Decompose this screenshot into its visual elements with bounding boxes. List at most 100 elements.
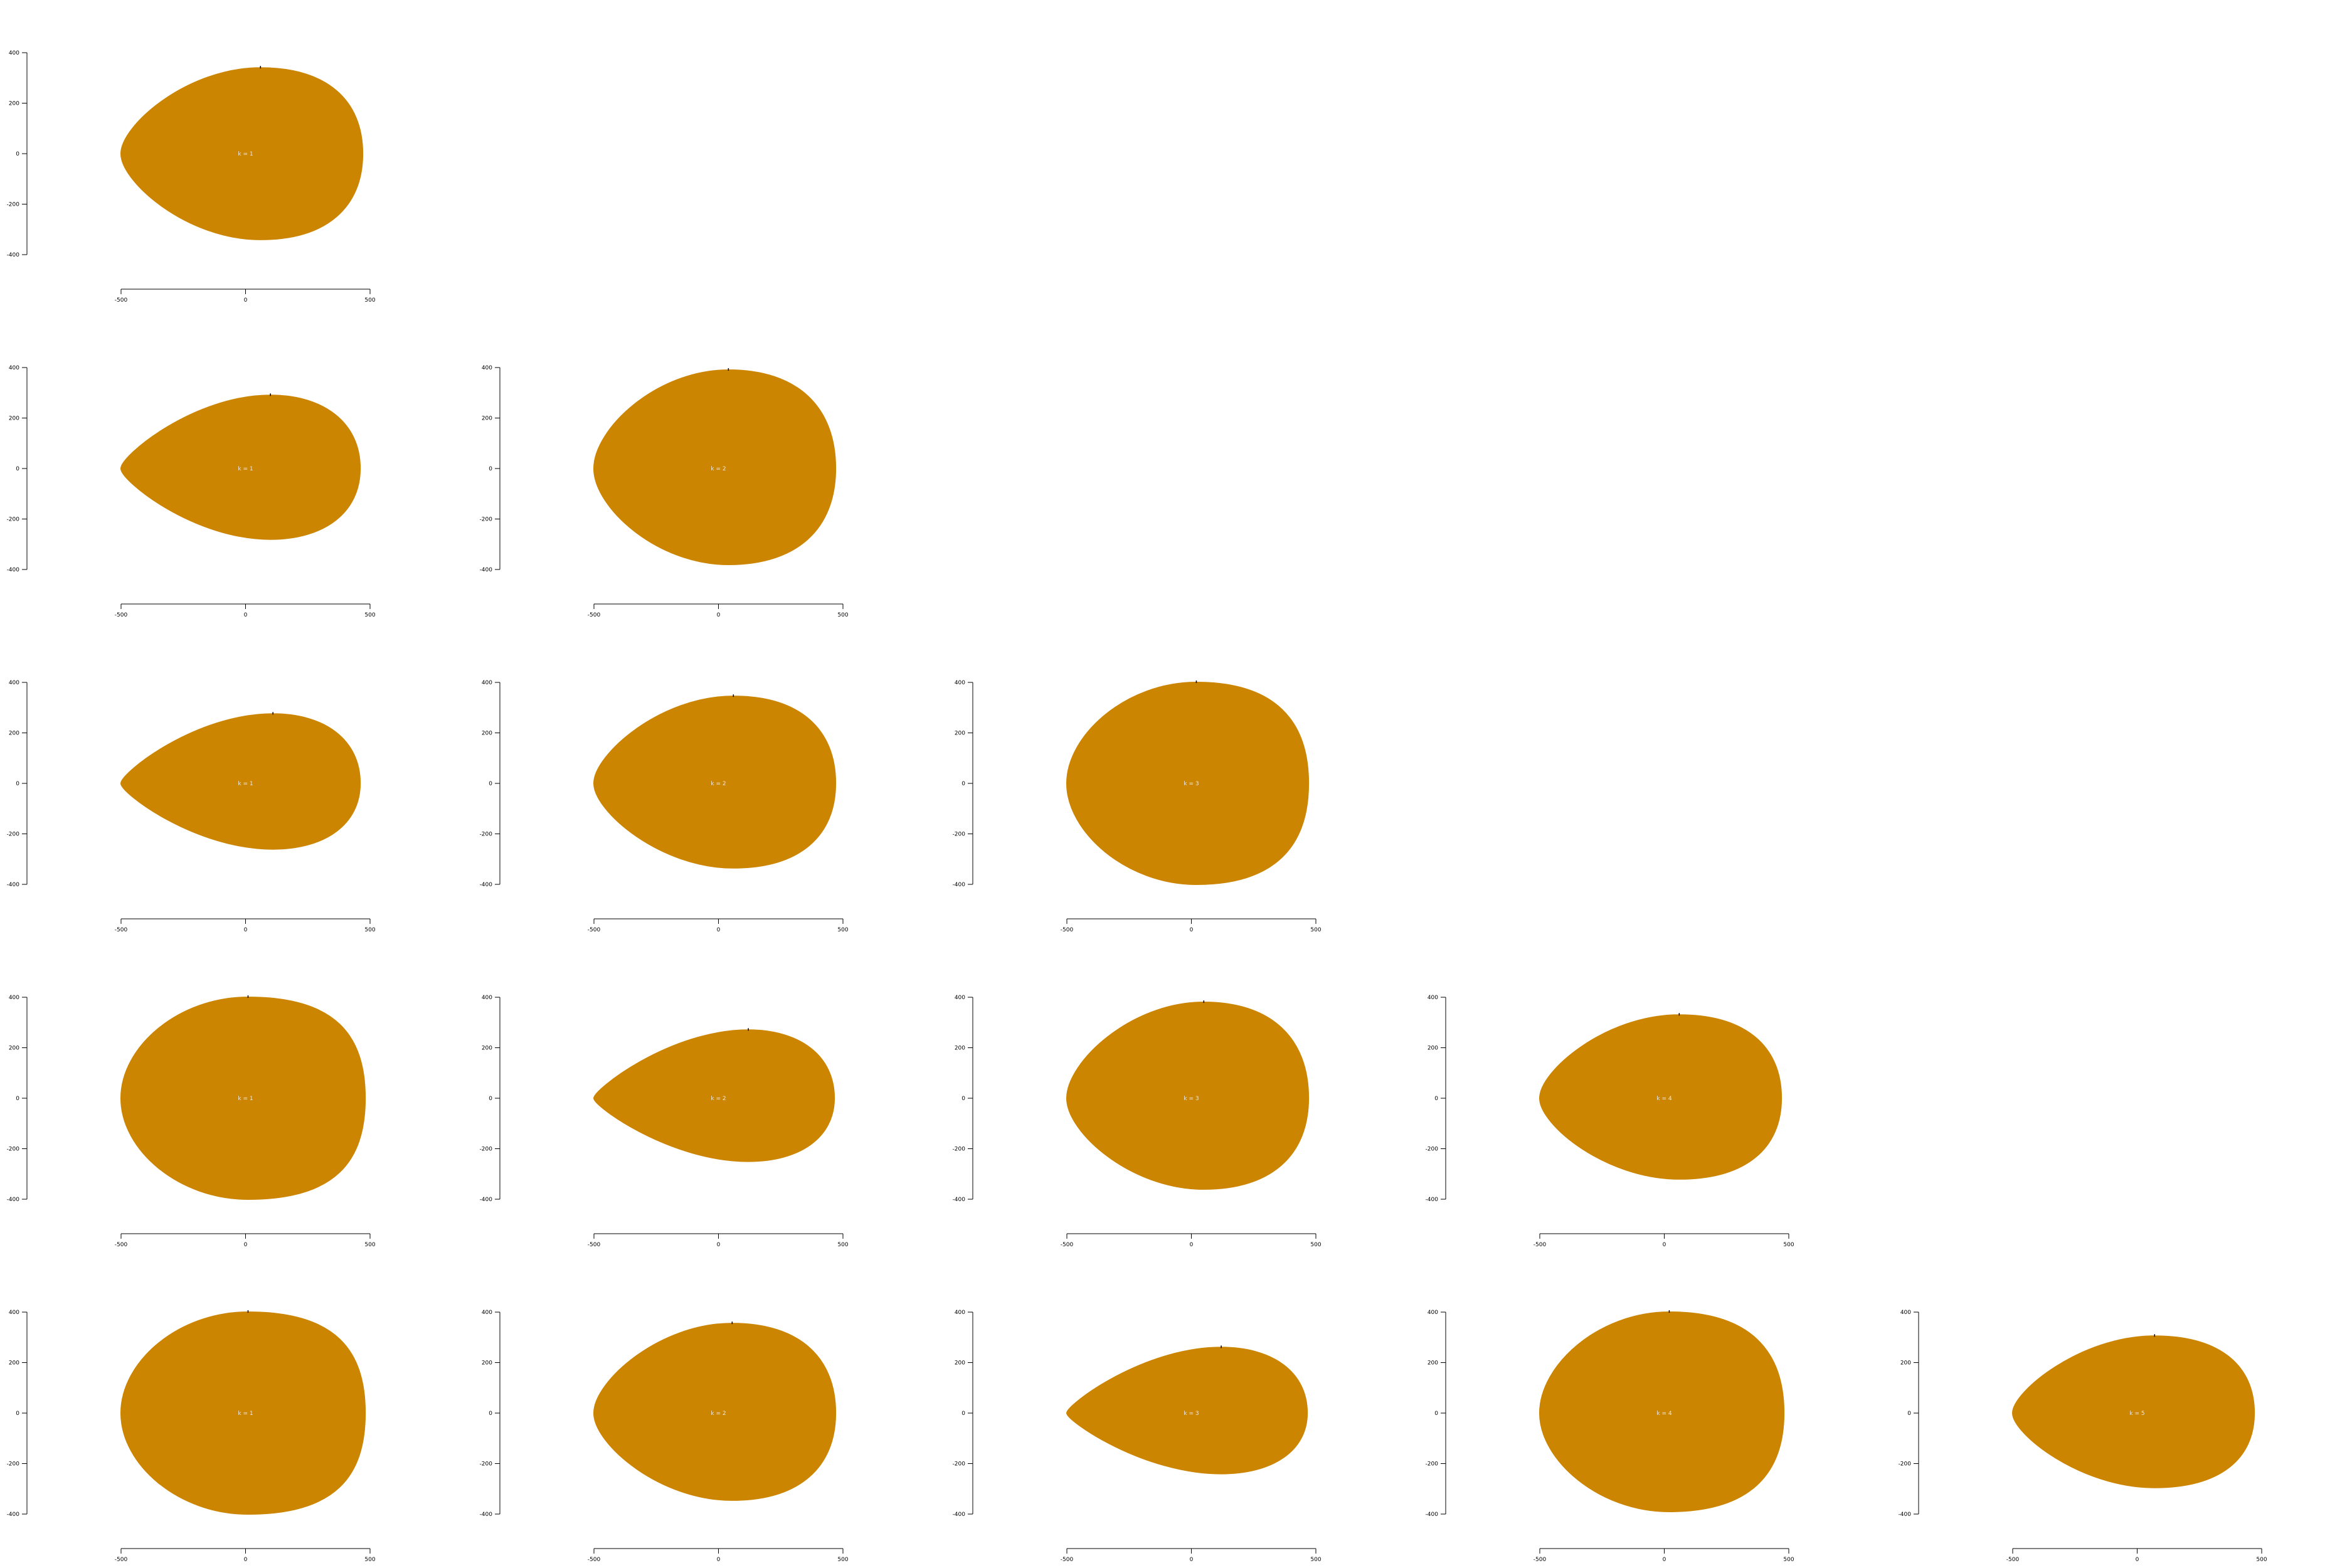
shape-outline	[593, 1323, 837, 1501]
shape-outline	[1539, 1311, 1785, 1513]
shape-outline	[1066, 1001, 1310, 1190]
x-tick-label: -500	[115, 1242, 128, 1248]
y-tick-label: -400	[480, 1512, 493, 1518]
y-tick-label: 200	[482, 731, 492, 737]
y-tick-label: 200	[955, 1046, 965, 1052]
y-tick-label: 0	[16, 1096, 19, 1102]
shape-outline	[2011, 1335, 2255, 1488]
x-tick-label: -500	[2006, 1557, 2020, 1563]
x-tick-label: -500	[115, 297, 128, 304]
y-tick-label: -400	[1426, 1197, 1439, 1203]
x-tick-label: -500	[1061, 1242, 1074, 1248]
y-tick-label: -200	[480, 832, 493, 838]
y-tick-label: 400	[9, 50, 19, 56]
x-tick-label: 500	[1310, 1242, 1321, 1248]
panel-label: k = 4	[1656, 1411, 1671, 1417]
y-tick-label: 0	[16, 1411, 19, 1417]
x-tick-label: -500	[588, 1242, 601, 1248]
panel-k2-row4: k = 2 400 200 0 -200 -400 -500 0 500	[480, 995, 849, 1248]
panel-label: k = 2	[711, 1096, 726, 1102]
x-tick-label: 0	[1190, 1242, 1194, 1248]
shape-outline	[120, 67, 364, 240]
y-tick-label: 200	[9, 416, 19, 422]
panel-k5-row5: k = 5 400 200 0 -200 -400 -500 0 500	[1899, 1310, 2267, 1563]
x-tick-label: 500	[1310, 1557, 1321, 1563]
y-tick-label: -200	[480, 1147, 493, 1153]
y-tick-label: -200	[480, 517, 493, 523]
y-tick-label: 400	[9, 680, 19, 686]
y-tick-label: -200	[953, 832, 966, 838]
y-tick-label: 0	[1434, 1411, 1438, 1417]
panel-label: k = 5	[2129, 1411, 2144, 1417]
panel-k1-row1: k = 1 400 200 0 -200 -400 -500 0 500	[7, 50, 376, 304]
x-tick-label: 0	[244, 927, 248, 933]
y-tick-label: 0	[961, 781, 965, 787]
y-tick-label: -200	[480, 1461, 493, 1468]
x-tick-label: 0	[717, 612, 721, 618]
y-tick-label: 400	[9, 1310, 19, 1316]
y-tick-label: -400	[480, 882, 493, 888]
y-tick-label: 200	[9, 1046, 19, 1052]
y-tick-label: 200	[482, 1046, 492, 1052]
x-tick-label: 0	[717, 1242, 721, 1248]
y-tick-label: 0	[961, 1411, 965, 1417]
x-tick-label: 0	[244, 1557, 248, 1563]
panel-label: k = 2	[711, 781, 726, 787]
y-tick-label: 400	[482, 995, 492, 1001]
y-tick-label: -200	[1426, 1461, 1439, 1468]
shape-outline	[120, 395, 361, 540]
y-tick-label: 0	[16, 151, 19, 157]
x-tick-label: 0	[717, 1557, 721, 1563]
x-tick-label: -500	[115, 612, 128, 618]
panel-k1-row5: k = 1 400 200 0 -200 -400 -500 0 500	[7, 1310, 376, 1563]
panel-label: k = 2	[711, 466, 726, 472]
y-tick-label: -200	[953, 1461, 966, 1468]
x-tick-label: 500	[1783, 1557, 1794, 1563]
panel-label: k = 3	[1184, 1411, 1199, 1417]
panel-k2-row5: k = 2 400 200 0 -200 -400 -500 0 500	[480, 1310, 849, 1563]
x-tick-label: 0	[1663, 1242, 1666, 1248]
y-tick-label: 200	[955, 1360, 965, 1367]
x-tick-label: 500	[837, 612, 848, 618]
x-tick-label: -500	[1534, 1557, 1547, 1563]
shape-outline	[1066, 1347, 1308, 1475]
panel-label: k = 1	[238, 1411, 253, 1417]
y-tick-label: 400	[955, 680, 965, 686]
y-tick-label: 0	[1907, 1411, 1911, 1417]
x-tick-label: 500	[837, 927, 848, 933]
x-tick-label: -500	[1061, 1557, 1074, 1563]
y-tick-label: 400	[482, 680, 492, 686]
shape-outline	[1066, 681, 1310, 886]
y-tick-label: -400	[953, 1512, 966, 1518]
panel-label: k = 1	[238, 781, 253, 787]
shape-outline	[120, 713, 361, 850]
panel-label: k = 1	[238, 151, 253, 157]
y-tick-label: -200	[953, 1147, 966, 1153]
y-tick-label: 0	[16, 466, 19, 472]
x-tick-label: 500	[364, 1242, 375, 1248]
y-tick-label: -400	[7, 567, 20, 573]
x-tick-label: 500	[364, 927, 375, 933]
panel-k1-row4: k = 1 400 200 0 -200 -400 -500 0 500	[7, 995, 376, 1248]
y-tick-label: 400	[482, 1310, 492, 1316]
panel-k2-row2: k = 2 400 200 0 -200 -400 -500 0 500	[480, 365, 849, 618]
panel-k1-row2: k = 1 400 200 0 -200 -400 -500 0 500	[7, 365, 376, 618]
shape-outline	[593, 696, 837, 869]
x-tick-label: -500	[115, 1557, 128, 1563]
y-tick-label: 0	[489, 1411, 492, 1417]
shape-outline	[120, 996, 366, 1200]
shape-outline	[593, 369, 837, 566]
x-tick-label: -500	[1534, 1242, 1547, 1248]
x-tick-label: 0	[1190, 1557, 1194, 1563]
y-tick-label: -200	[7, 202, 20, 208]
x-tick-label: -500	[588, 1557, 601, 1563]
x-tick-label: -500	[1061, 927, 1074, 933]
y-tick-label: 0	[1434, 1096, 1438, 1102]
panel-k1-row3: k = 1 400 200 0 -200 -400 -500 0 500	[7, 680, 376, 933]
x-tick-label: 0	[1663, 1557, 1666, 1563]
shape-outline	[120, 1311, 366, 1515]
x-tick-label: 500	[837, 1242, 848, 1248]
panel-k2-row3: k = 2 400 200 0 -200 -400 -500 0 500	[480, 680, 849, 933]
y-tick-label: 200	[1428, 1046, 1438, 1052]
x-tick-label: 500	[364, 1557, 375, 1563]
